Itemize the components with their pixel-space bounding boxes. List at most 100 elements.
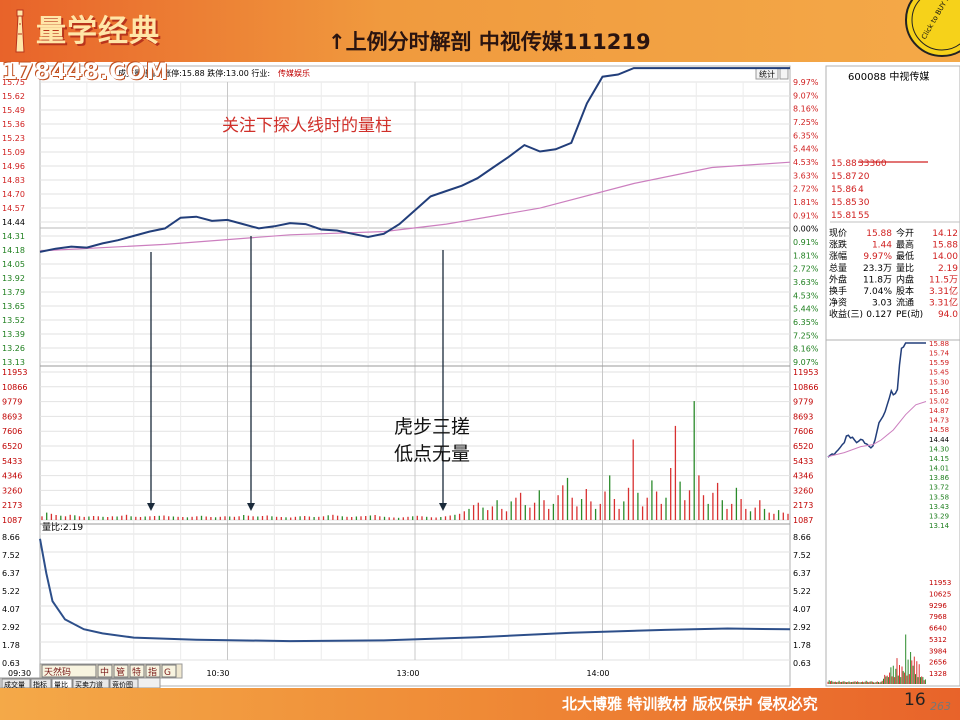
price-tick: 14.31 — [2, 232, 25, 241]
ratio-tick: 5.22 — [2, 587, 20, 596]
average-price-line — [39, 161, 791, 252]
ratio-tick: 6.37 — [2, 569, 20, 578]
tab-top[interactable] — [41, 664, 97, 678]
ratio-tick: 0.63 — [793, 659, 811, 668]
mini-price-tick: 14.87 — [929, 407, 949, 415]
tab-top[interactable] — [129, 664, 145, 678]
stat-key: 净资 — [829, 297, 847, 309]
volume-tick: 10866 — [793, 383, 818, 392]
stat-value: 3.31亿 — [929, 297, 958, 309]
ratio-tick: 0.63 — [2, 659, 20, 668]
price-tick: 13.13 — [2, 358, 25, 367]
tab-top[interactable] — [145, 664, 161, 678]
tab-top[interactable] — [161, 664, 177, 678]
stat-value: 14.12 — [932, 229, 958, 239]
ratio-tick: 1.78 — [2, 641, 20, 650]
ratio-tick: 1.78 — [793, 641, 811, 650]
annotation-note1: 虎步三搓 — [394, 416, 470, 438]
industry-label: 传媒娱乐 — [278, 68, 310, 78]
mini-price-tick: 13.72 — [929, 484, 949, 492]
price-tick: 15.62 — [2, 92, 25, 101]
orderbook-price: 15.81 — [831, 211, 857, 221]
percent-tick: 0.91% — [793, 238, 819, 247]
mini-price-tick: 14.73 — [929, 417, 949, 425]
price-tick: 13.92 — [2, 274, 25, 283]
tab-top-label: 指 — [148, 666, 157, 678]
tab-top[interactable] — [113, 664, 129, 678]
orderbook-price: 15.85 — [831, 198, 857, 208]
time-tick: 14:00 — [586, 669, 609, 678]
mini-price-tick: 15.02 — [929, 397, 949, 405]
stat-value: 15.88 — [866, 229, 892, 239]
ratio-tick: 7.52 — [2, 551, 20, 560]
orderbook-volume: 4 — [858, 185, 864, 195]
stat-value: 3.31亿 — [929, 285, 958, 297]
price-tick: 15.09 — [2, 148, 25, 157]
price-tick: 14.96 — [2, 162, 25, 171]
volume-tick: 2173 — [793, 501, 813, 510]
stat-value: 11.8万 — [863, 275, 892, 285]
mini-volume-tick: 3984 — [929, 647, 947, 655]
left-ratio-axis: 8.66 7.52 6.37 5.22 4.07 2.92 1.78 0.63 — [2, 533, 20, 668]
stat-value: 14.00 — [932, 252, 958, 262]
volume-bars — [41, 401, 789, 520]
price-tick: 14.05 — [2, 260, 25, 269]
mini-price-tick: 14.01 — [929, 465, 949, 473]
price-tick: 13.26 — [2, 344, 25, 353]
stat-value: 15.88 — [932, 241, 958, 251]
mini-volume-tick: 10625 — [929, 590, 951, 598]
footer-banner — [0, 688, 960, 720]
annotation-headline: 关注下探人线时的量柱 — [222, 116, 392, 136]
stat-key: 收益(三) — [829, 308, 863, 320]
mini-price-tick: 13.14 — [929, 522, 950, 530]
stat-value: 11.5万 — [929, 275, 958, 285]
orderbook-volume: 30 — [858, 198, 870, 208]
tab-top[interactable] — [97, 664, 113, 678]
orderbook-volume: 33360 — [858, 159, 887, 169]
stock-code: 600088 中视传媒 — [848, 70, 929, 83]
right-percent-axis: 9.97% 9.07% 8.16% 7.25% 6.35% 5.44% 4.53% 3.63%… — [793, 78, 819, 367]
mini-volume-axis: 11953 10625 9296 7968 6640 5312 3984 2656 1328 — [929, 579, 951, 678]
volume-tick: 11953 — [2, 368, 27, 377]
mini-volume-tick: 11953 — [929, 579, 951, 587]
volume-tick: 8693 — [2, 412, 22, 421]
price-tick: 15.23 — [2, 134, 25, 143]
panel-toggle-button[interactable] — [779, 67, 789, 80]
percent-tick: 5.44% — [793, 145, 819, 154]
stat-key: 股本 — [896, 285, 914, 297]
orderbook-volume: 20 — [858, 172, 870, 182]
percent-tick: 9.07% — [793, 358, 819, 367]
percent-tick: 6.35% — [793, 131, 819, 140]
volume-tick: 4346 — [793, 472, 813, 481]
mini-volume-bars — [827, 634, 926, 684]
price-tick: 14.18 — [2, 246, 25, 255]
stat-value: 7.04% — [863, 287, 892, 297]
volume-tick: 9779 — [2, 398, 22, 407]
time-tick: 10:30 — [206, 669, 229, 678]
mini-price-tick: 15.45 — [929, 369, 949, 377]
tab-bottom-label: 量比 — [54, 680, 68, 689]
percent-tick: 6.35% — [793, 318, 819, 327]
stat-key: 总量 — [829, 262, 847, 274]
mini-price-tick: 15.16 — [929, 388, 950, 396]
percent-tick: 4.53% — [793, 158, 819, 167]
mini-price-tick: 14.30 — [929, 445, 949, 453]
mini-price-tick: 15.30 — [929, 378, 949, 386]
price-tick: 15.49 — [2, 106, 25, 115]
time-axis: 09:30 10:30 13:00 14:00 — [8, 669, 610, 678]
volume-tick: 4346 — [2, 472, 22, 481]
percent-tick: 5.44% — [793, 305, 819, 314]
orderbook-price: 15.86 — [831, 185, 857, 195]
stat-key: 换手 — [829, 285, 847, 297]
ratio-tick: 7.52 — [793, 551, 811, 560]
price-tick: 15.36 — [2, 120, 25, 129]
stat-key: 最高 — [896, 239, 914, 251]
price-tick: 14.44 — [2, 218, 25, 227]
percent-tick: 1.81% — [793, 251, 819, 260]
buy-badge[interactable]: Click to BUY NOW! www.tracker-software.c… — [902, 0, 960, 60]
percent-tick: 8.16% — [793, 345, 819, 354]
time-tick: 13:00 — [396, 669, 419, 678]
vol-ratio-label: 量比:2.19 — [42, 521, 83, 533]
